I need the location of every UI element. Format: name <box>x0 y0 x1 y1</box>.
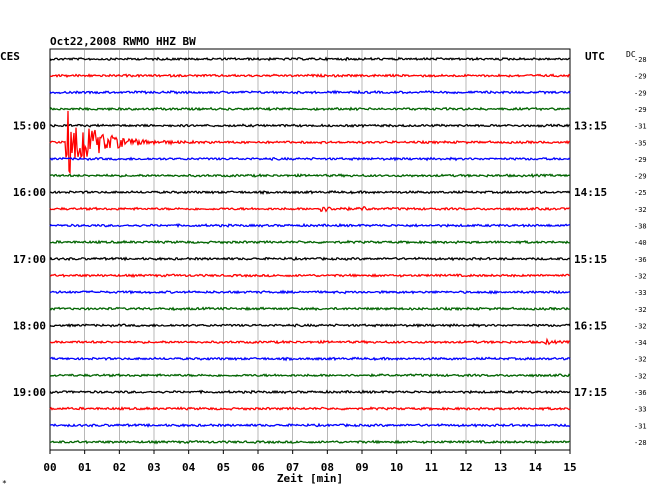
x-tick-label-06: 06 <box>251 461 265 474</box>
trace-0 <box>49 56 570 62</box>
left-time-label-1: 16:00 <box>13 186 46 199</box>
x-tick-label-01: 01 <box>78 461 92 474</box>
left-time-label-3: 18:00 <box>13 319 46 332</box>
footnote-mark: * <box>2 479 7 488</box>
dc-offset-18: -32 <box>634 356 647 364</box>
dc-offset-16: -32 <box>634 322 647 330</box>
x-tick-label-09: 09 <box>355 461 368 474</box>
left-header: CES <box>0 50 20 63</box>
trace-12 <box>49 256 571 262</box>
x-tick-label-12: 12 <box>459 461 472 474</box>
dc-offset-6: -29 <box>634 156 647 164</box>
trace-10 <box>49 222 571 228</box>
trace-16 <box>49 323 571 328</box>
dc-offset-1: -29 <box>634 73 647 81</box>
trace-18 <box>49 356 571 362</box>
dc-header: DC <box>626 50 636 59</box>
dc-offset-17: -34 <box>634 339 647 347</box>
left-time-label-0: 15:00 <box>13 120 46 133</box>
trace-7 <box>49 172 571 178</box>
right-time-label-3: 16:15 <box>574 319 607 332</box>
x-tick-label-11: 11 <box>425 461 439 474</box>
right-time-label-2: 15:15 <box>574 253 607 266</box>
dc-offset-22: -31 <box>634 422 647 430</box>
trace-11 <box>49 239 571 245</box>
trace-8 <box>49 190 571 195</box>
dc-offset-20: -36 <box>634 389 647 397</box>
trace-14 <box>49 289 571 295</box>
trace-6 <box>49 156 571 162</box>
x-axis-label: Zeit [min] <box>277 472 343 485</box>
dc-offset-14: -33 <box>634 289 647 297</box>
x-tick-label-08: 08 <box>321 461 334 474</box>
trace-20 <box>49 389 571 395</box>
trace-2 <box>49 89 571 95</box>
dc-offset-7: -29 <box>634 173 647 181</box>
dc-offset-0: -28 <box>634 56 647 64</box>
x-tick-label-07: 07 <box>286 461 299 474</box>
trace-4 <box>49 123 570 129</box>
trace-17 <box>49 337 571 346</box>
dc-offset-8: -25 <box>634 189 647 197</box>
dc-offset-12: -36 <box>634 256 647 264</box>
x-tick-label-10: 10 <box>390 461 403 474</box>
trace-1 <box>49 72 571 79</box>
right-time-label-4: 17:15 <box>574 386 607 399</box>
dc-offset-4: -31 <box>634 123 647 131</box>
dc-offset-5: -35 <box>634 139 647 147</box>
x-tick-label-03: 03 <box>147 461 160 474</box>
x-tick-label-13: 13 <box>494 461 507 474</box>
traces <box>49 56 571 445</box>
x-tick-label-14: 14 <box>529 461 543 474</box>
labels: 00 01 02 03 04 05 06 07 08 09 10 11 12 13 14 15 15:00 13:… <box>13 56 647 474</box>
dc-offset-10: -38 <box>634 223 647 231</box>
trace-15 <box>49 306 571 312</box>
dc-offset-23: -28 <box>634 439 647 447</box>
right-time-label-1: 14:15 <box>574 186 607 199</box>
trace-5 <box>49 110 571 175</box>
left-time-label-2: 17:00 <box>13 253 46 266</box>
trace-23 <box>49 439 570 445</box>
dc-offset-13: -32 <box>634 272 647 280</box>
x-tick-label-02: 02 <box>113 461 126 474</box>
left-time-label-4: 19:00 <box>13 386 46 399</box>
dc-offset-9: -32 <box>634 206 647 214</box>
trace-21 <box>49 406 571 412</box>
dc-offset-19: -32 <box>634 372 647 380</box>
right-header: UTC <box>585 50 605 63</box>
x-tick-label-15: 15 <box>563 461 576 474</box>
plot-frame <box>49 48 571 451</box>
x-tick-label-05: 05 <box>217 461 230 474</box>
chart-title: Oct22,2008 RWMO HHZ BW <box>50 35 196 48</box>
x-tick-label-00: 00 <box>43 461 56 474</box>
x-tick-label-04: 04 <box>182 461 196 474</box>
trace-9 <box>49 205 571 213</box>
right-time-label-0: 13:15 <box>574 120 607 133</box>
grid-lines <box>49 48 571 451</box>
trace-3 <box>49 106 571 112</box>
dc-offset-15: -32 <box>634 306 647 314</box>
dc-offset-2: -29 <box>634 89 647 97</box>
dc-offset-21: -33 <box>634 406 647 414</box>
dc-offset-11: -40 <box>634 239 647 247</box>
trace-19 <box>49 372 571 378</box>
dc-offset-3: -29 <box>634 106 647 114</box>
trace-13 <box>49 273 571 278</box>
trace-22 <box>49 422 571 428</box>
